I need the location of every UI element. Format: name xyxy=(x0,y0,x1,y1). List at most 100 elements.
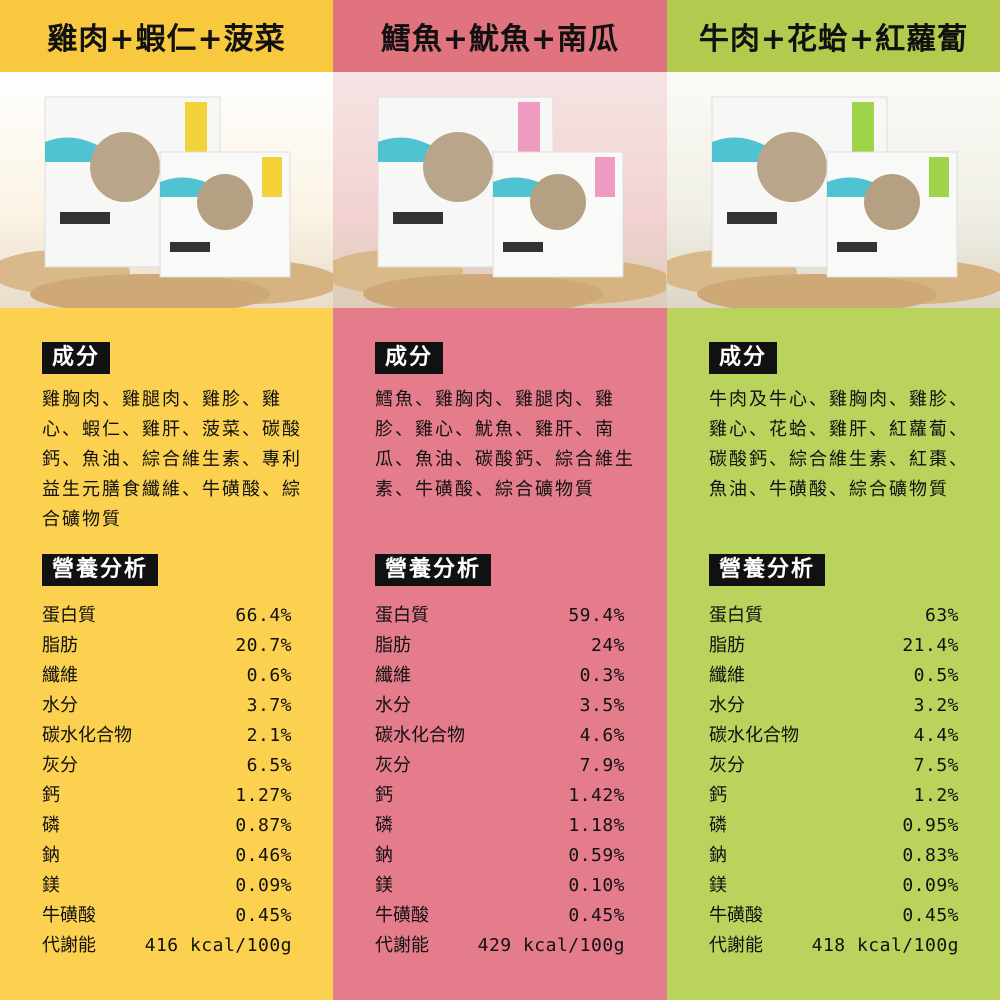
nutrient-value: 418 kcal/100g xyxy=(811,935,959,956)
nutrition-row: 水分 3.7% xyxy=(42,691,292,721)
nutrient-value: 2.1% xyxy=(246,725,292,746)
nutrient-name: 蛋白質 xyxy=(375,605,429,626)
nutrient-name: 磷 xyxy=(375,815,393,836)
product-image xyxy=(0,96,333,308)
nutrition-row: 磷 0.87% xyxy=(42,811,292,841)
nutrition-row: 鎂 0.09% xyxy=(709,871,959,901)
nutrition-row: 鈉 0.46% xyxy=(42,841,292,871)
nutrient-name: 鎂 xyxy=(375,875,393,896)
nutrition-row: 鈣 1.2% xyxy=(709,781,959,811)
nutrient-name: 纖維 xyxy=(375,665,411,686)
nutrient-name: 脂肪 xyxy=(709,635,745,656)
nutrient-value: 21.4% xyxy=(902,635,959,656)
product-column: 鱈魚+魷魚+南瓜 成分 鱈魚、雞胸肉、雞腿肉、雞胗、雞心、魷魚、雞肝、南瓜、魚油、碳… xyxy=(333,0,667,1000)
nutrient-value: 0.59% xyxy=(568,845,625,866)
nutrition-row: 磷 1.18% xyxy=(375,811,625,841)
nutrient-name: 鈉 xyxy=(375,845,393,866)
nutrition-row: 灰分 6.5% xyxy=(42,751,292,781)
nutrient-name: 纖維 xyxy=(709,665,745,686)
nutrient-name: 蛋白質 xyxy=(42,605,96,626)
nutrient-name: 鈣 xyxy=(42,785,60,806)
nutrient-name: 牛磺酸 xyxy=(375,905,429,926)
nutrient-value: 3.2% xyxy=(913,695,959,716)
nutrition-row: 碳水化合物 4.4% xyxy=(709,721,959,751)
nutrient-value: 1.42% xyxy=(568,785,625,806)
nutrition-row: 脂肪 20.7% xyxy=(42,631,292,661)
nutrient-value: 416 kcal/100g xyxy=(144,935,292,956)
nutrition-row: 鎂 0.10% xyxy=(375,871,625,901)
nutrient-name: 牛磺酸 xyxy=(709,905,763,926)
nutrient-value: 3.7% xyxy=(246,695,292,716)
nutrition-row: 灰分 7.9% xyxy=(375,751,625,781)
nutrition-row: 牛磺酸 0.45% xyxy=(42,901,292,931)
nutrient-value: 7.5% xyxy=(913,755,959,776)
nutrient-value: 0.45% xyxy=(902,905,959,926)
nutrient-value: 0.45% xyxy=(235,905,292,926)
nutrition-row: 鈣 1.27% xyxy=(42,781,292,811)
nutrition-row: 碳水化合物 2.1% xyxy=(42,721,292,751)
nutrient-name: 水分 xyxy=(42,695,78,716)
nutrient-name: 代謝能 xyxy=(42,935,96,956)
nutrient-value: 3.5% xyxy=(579,695,625,716)
nutrient-value: 1.2% xyxy=(913,785,959,806)
nutrition-row: 牛磺酸 0.45% xyxy=(375,901,625,931)
nutrition-row: 代謝能 429 kcal/100g xyxy=(375,931,625,961)
nutrition-row: 脂肪 24% xyxy=(375,631,625,661)
section-tag: 成分 xyxy=(375,342,444,374)
nutrient-value: 0.46% xyxy=(235,845,292,866)
nutrient-name: 牛磺酸 xyxy=(42,905,96,926)
product-image xyxy=(667,96,1000,308)
nutrient-name: 碳水化合物 xyxy=(42,725,132,746)
nutrient-name: 水分 xyxy=(709,695,745,716)
ingredients-text: 雞胸肉、雞腿肉、雞胗、雞心、蝦仁、雞肝、菠菜、碳酸鈣、魚油、綜合維生素、專利益生… xyxy=(42,389,302,530)
nutrient-name: 碳水化合物 xyxy=(709,725,799,746)
nutrient-name: 蛋白質 xyxy=(709,605,763,626)
nutrition-table: 蛋白質 59.4% 脂肪 24% 纖維 0.3% 水分 3.5% 碳水化合物 4.6% 灰分 7.9%… xyxy=(375,601,625,961)
nutrition-row: 鈉 0.83% xyxy=(709,841,959,871)
nutrient-name: 代謝能 xyxy=(375,935,429,956)
nutrient-name: 鎂 xyxy=(709,875,727,896)
nutrition-row: 代謝能 418 kcal/100g xyxy=(709,931,959,961)
nutrient-value: 1.18% xyxy=(568,815,625,836)
nutrient-value: 7.9% xyxy=(579,755,625,776)
nutrition-row: 磷 0.95% xyxy=(709,811,959,841)
nutrition-row: 脂肪 21.4% xyxy=(709,631,959,661)
section-tag: 成分 xyxy=(709,342,778,374)
nutrient-value: 0.5% xyxy=(913,665,959,686)
nutrient-name: 脂肪 xyxy=(375,635,411,656)
nutrient-value: 1.27% xyxy=(235,785,292,806)
column-title: 雞肉+蝦仁+菠菜 xyxy=(0,0,333,72)
nutrient-name: 磷 xyxy=(709,815,727,836)
nutrient-name: 鎂 xyxy=(42,875,60,896)
nutrition-row: 碳水化合物 4.6% xyxy=(375,721,625,751)
nutrition-table: 蛋白質 63% 脂肪 21.4% 纖維 0.5% 水分 3.2% 碳水化合物 4.4% 灰分 7.5%… xyxy=(709,601,959,961)
nutrient-name: 灰分 xyxy=(42,755,78,776)
nutrition-row: 鈉 0.59% xyxy=(375,841,625,871)
product-image-area xyxy=(667,72,1000,308)
nutrition-row: 水分 3.5% xyxy=(375,691,625,721)
nutrient-name: 碳水化合物 xyxy=(375,725,465,746)
nutrient-name: 鈉 xyxy=(709,845,727,866)
nutrient-name: 鈣 xyxy=(709,785,727,806)
nutrient-value: 4.6% xyxy=(579,725,625,746)
nutrition-row: 蛋白質 59.4% xyxy=(375,601,625,631)
nutrient-value: 63% xyxy=(924,605,959,626)
product-image xyxy=(333,96,667,308)
product-image-area xyxy=(333,72,667,308)
nutrition-row: 水分 3.2% xyxy=(709,691,959,721)
product-image-area xyxy=(0,72,333,308)
column-title: 牛肉+花蛤+紅蘿蔔 xyxy=(667,0,1000,72)
nutrient-value: 0.10% xyxy=(568,875,625,896)
column-title: 鱈魚+魷魚+南瓜 xyxy=(333,0,667,72)
nutrient-name: 鈉 xyxy=(42,845,60,866)
nutrition-row: 纖維 0.5% xyxy=(709,661,959,691)
section-tag: 成分 xyxy=(42,342,111,374)
nutrient-name: 灰分 xyxy=(709,755,745,776)
nutrition-row: 鎂 0.09% xyxy=(42,871,292,901)
section-tag: 營養分析 xyxy=(709,554,826,586)
product-column: 雞肉+蝦仁+菠菜成分雞胸肉、雞腿肉、雞胗、雞心、蝦仁、雞肝、菠菜、碳酸鈣、魚油、… xyxy=(0,0,333,1000)
nutrient-name: 脂肪 xyxy=(42,635,78,656)
nutrient-value: 0.3% xyxy=(579,665,625,686)
nutrient-value: 0.83% xyxy=(902,845,959,866)
